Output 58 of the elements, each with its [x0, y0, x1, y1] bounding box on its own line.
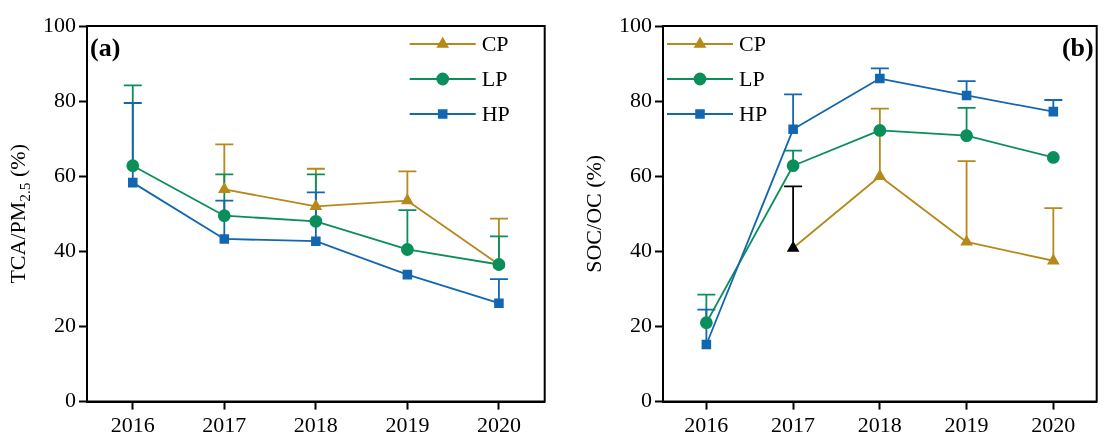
annotation: (a) — [90, 32, 121, 62]
point — [311, 236, 321, 247]
point — [401, 194, 414, 205]
x-tick-label: 2019 — [944, 411, 989, 437]
point — [1046, 151, 1060, 164]
x-tick-label: 2016 — [684, 411, 729, 437]
point — [786, 159, 800, 173]
x-tick-label: 2020 — [1031, 411, 1076, 437]
x-tick-label: 2020 — [476, 411, 521, 437]
y-axis-title: TCA/PM2.5 (%) — [4, 143, 33, 284]
point — [701, 339, 712, 350]
x-tick-label: 2016 — [110, 411, 155, 437]
point — [127, 177, 138, 188]
y-tick-label: 0 — [641, 387, 652, 413]
point — [699, 316, 713, 330]
point — [960, 235, 973, 246]
legend-label: CP — [739, 30, 766, 56]
x-tick-label: 2018 — [293, 411, 338, 437]
point — [1048, 106, 1059, 117]
point — [874, 169, 886, 180]
point — [217, 209, 231, 223]
y-tick-label: 40 — [630, 237, 652, 263]
annotation: (b) — [1061, 32, 1094, 62]
legend-label: LP — [481, 65, 508, 91]
point — [400, 243, 414, 256]
y-tick-label: 40 — [54, 237, 76, 263]
y-tick-label: 100 — [619, 11, 652, 37]
point — [961, 90, 972, 101]
point — [494, 298, 504, 308]
y-tick-label: 100 — [43, 11, 76, 37]
legend-label: HP — [739, 100, 768, 126]
x-tick-label: 2017 — [202, 411, 247, 437]
y-tick-label: 20 — [54, 312, 76, 338]
point — [1047, 254, 1059, 265]
x-tick-label: 2017 — [771, 411, 816, 437]
legend-label: LP — [739, 65, 765, 91]
point — [309, 214, 323, 228]
point — [960, 129, 973, 143]
point — [875, 73, 885, 84]
point — [787, 241, 799, 252]
y-tick-label: 0 — [65, 387, 76, 413]
point — [402, 269, 413, 280]
y-tick-label: 80 — [630, 86, 652, 112]
x-tick-label: 2019 — [385, 411, 430, 437]
y-tick-label: 20 — [630, 312, 652, 338]
point — [126, 159, 140, 173]
y-tick-label: 60 — [630, 162, 652, 188]
y-tick-label: 80 — [54, 86, 76, 112]
legend-label: CP — [481, 30, 509, 56]
point — [219, 234, 230, 244]
x-tick-label: 2018 — [857, 411, 902, 437]
point — [788, 124, 798, 135]
point — [218, 182, 230, 194]
point — [310, 199, 322, 210]
y-tick-label: 60 — [54, 162, 76, 188]
y-axis-title: SOC/OC (%) — [580, 154, 606, 273]
point — [873, 124, 887, 137]
legend-label: HP — [481, 100, 510, 126]
